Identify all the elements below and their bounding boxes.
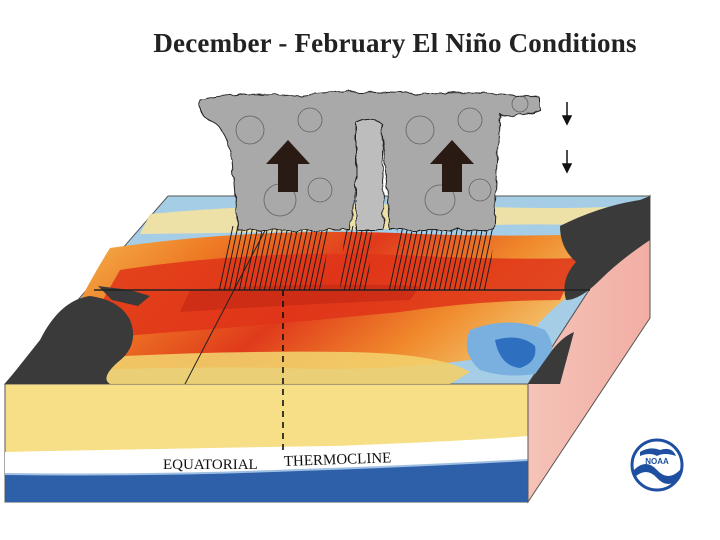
thermocline-label: THERMOCLINE — [284, 450, 392, 470]
noaa-logo-icon: NOAA — [630, 438, 684, 492]
convective-clouds — [199, 90, 541, 231]
noaa-logo-text: NOAA — [645, 457, 669, 466]
downdraft-arrow-icon — [561, 150, 573, 174]
indonesia-landmass — [98, 286, 150, 306]
asia-australia-landmass — [5, 296, 134, 384]
south-america-landmass — [528, 332, 574, 384]
north-america-landmass — [560, 196, 650, 300]
water-column-front — [4, 383, 529, 503]
equatorial-label: EQUATORIAL — [163, 457, 258, 473]
downdraft-arrow-icon — [561, 102, 573, 126]
rainfall-hatching — [218, 226, 495, 290]
diagram-title: December - February El Niño Conditions — [153, 28, 637, 58]
updraft-arrow-icon — [430, 140, 474, 192]
updraft-arrow-icon — [266, 140, 310, 192]
